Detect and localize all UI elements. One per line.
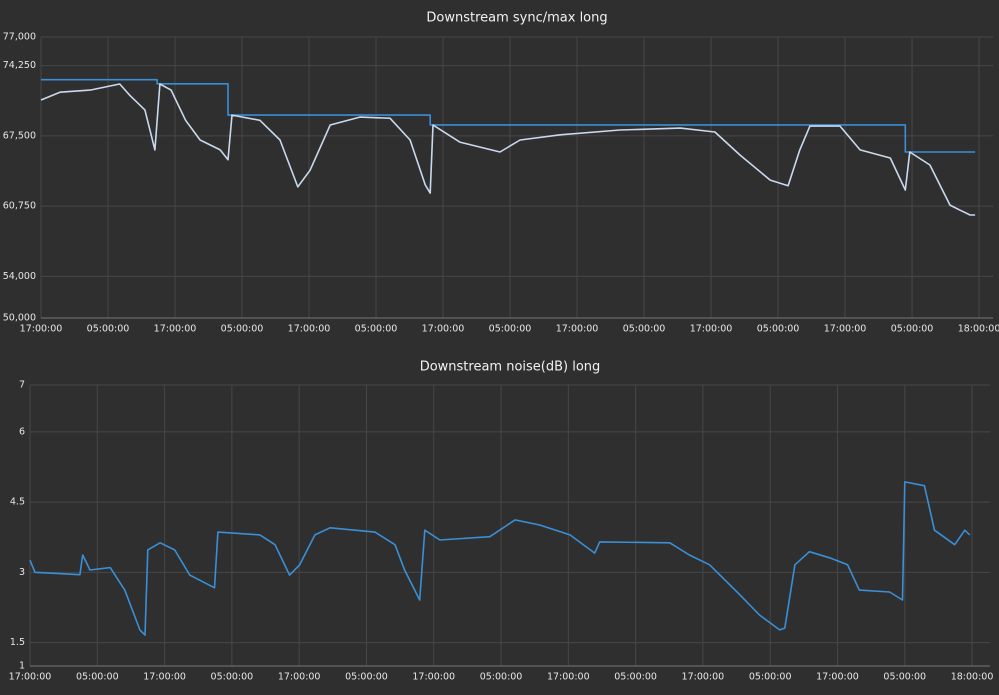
y-tick-label: 1 bbox=[19, 661, 25, 672]
y-tick-label: 67,500 bbox=[3, 130, 36, 141]
x-tick-label: 17:00:00 bbox=[682, 672, 725, 683]
x-tick-label: 05:00:00 bbox=[623, 324, 666, 335]
x-tick-label: 18:00:00 bbox=[958, 324, 999, 335]
x-tick-label: 18:00:00 bbox=[951, 672, 994, 683]
x-tick-label: 17:00:00 bbox=[143, 672, 186, 683]
x-tick-label: 17:00:00 bbox=[288, 324, 331, 335]
y-tick-label: 54,000 bbox=[3, 271, 36, 282]
y-tick-label: 1.5 bbox=[10, 637, 25, 648]
x-tick-label: 17:00:00 bbox=[9, 672, 52, 683]
y-tick-label: 3 bbox=[19, 567, 25, 578]
x-tick-label: 05:00:00 bbox=[221, 324, 264, 335]
x-tick-label: 05:00:00 bbox=[489, 324, 532, 335]
y-tick-label: 50,000 bbox=[3, 313, 36, 324]
series-line bbox=[41, 78, 976, 153]
x-tick-label: 17:00:00 bbox=[20, 324, 63, 335]
x-tick-label: 05:00:00 bbox=[757, 324, 800, 335]
x-tick-label: 17:00:00 bbox=[824, 324, 867, 335]
x-tick-label: 17:00:00 bbox=[556, 324, 599, 335]
y-tick-label: 4.5 bbox=[10, 497, 25, 508]
x-tick-label: 17:00:00 bbox=[547, 672, 590, 683]
x-tick-label: 17:00:00 bbox=[690, 324, 733, 335]
chart-title: Downstream sync/max long bbox=[426, 11, 607, 26]
x-tick-label: 17:00:00 bbox=[422, 324, 465, 335]
x-tick-label: 05:00:00 bbox=[749, 672, 792, 683]
series-line bbox=[29, 481, 971, 636]
y-tick-label: 77,000 bbox=[3, 32, 36, 43]
x-tick-label: 17:00:00 bbox=[278, 672, 321, 683]
y-tick-label: 60,750 bbox=[3, 201, 36, 212]
x-tick-label: 05:00:00 bbox=[87, 324, 130, 335]
y-tick-label: 6 bbox=[19, 426, 25, 437]
chart-title: Downstream noise(dB) long bbox=[420, 360, 601, 375]
x-tick-label: 17:00:00 bbox=[412, 672, 455, 683]
x-tick-label: 17:00:00 bbox=[154, 324, 197, 335]
x-tick-label: 05:00:00 bbox=[211, 672, 254, 683]
x-tick-label: 05:00:00 bbox=[891, 324, 934, 335]
x-tick-label: 05:00:00 bbox=[345, 672, 388, 683]
x-tick-label: 05:00:00 bbox=[480, 672, 523, 683]
x-tick-label: 05:00:00 bbox=[355, 324, 398, 335]
x-tick-label: 05:00:00 bbox=[614, 672, 657, 683]
x-tick-label: 05:00:00 bbox=[76, 672, 119, 683]
x-tick-label: 17:00:00 bbox=[816, 672, 859, 683]
x-tick-label: 05:00:00 bbox=[883, 672, 926, 683]
y-tick-label: 74,250 bbox=[3, 60, 36, 71]
y-tick-label: 7 bbox=[19, 380, 25, 391]
series-line bbox=[40, 83, 976, 216]
